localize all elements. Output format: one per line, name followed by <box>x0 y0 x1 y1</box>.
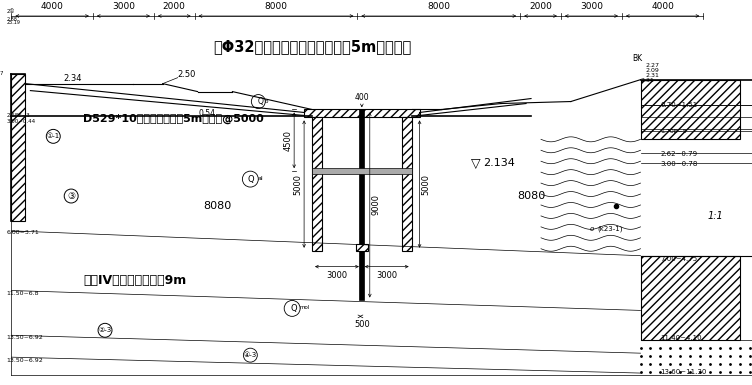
Text: ①-1: ①-1 <box>47 133 60 139</box>
Text: 2.68E~3
3.00~0.44: 2.68E~3 3.00~0.44 <box>7 113 35 124</box>
Text: ▽: ▽ <box>472 157 481 170</box>
Text: b: b <box>264 99 268 104</box>
Text: 11.40~4.10: 11.40~4.10 <box>660 335 702 341</box>
Text: 13.60~11.30: 13.60~11.30 <box>660 369 707 375</box>
Text: 1.70E~5: 1.70E~5 <box>660 129 687 134</box>
Text: 0.54: 0.54 <box>199 109 216 118</box>
Text: 400: 400 <box>354 92 369 102</box>
Text: 2.27: 2.27 <box>645 63 660 68</box>
Text: 2①: 2① <box>7 9 15 14</box>
Text: 1:1: 1:1 <box>708 211 723 221</box>
Text: 2000: 2000 <box>163 2 186 11</box>
Text: 2.88: 2.88 <box>7 17 17 22</box>
Bar <box>641 256 740 340</box>
Text: Q: Q <box>247 175 254 184</box>
Text: 8000: 8000 <box>265 2 287 11</box>
Text: 3000: 3000 <box>326 271 347 280</box>
Text: 13.50~6.92: 13.50~6.92 <box>7 335 43 340</box>
Text: 用Φ32预应力钢筋做为锚系杆每5m间距一根: 用Φ32预应力钢筋做为锚系杆每5m间距一根 <box>213 39 411 54</box>
Text: Q: Q <box>257 97 263 106</box>
Text: 8000: 8000 <box>427 2 450 11</box>
Text: 6.00~3.71: 6.00~3.71 <box>7 230 39 235</box>
Text: 拉森IV钢板桩，单根长9m: 拉森IV钢板桩，单根长9m <box>83 274 186 287</box>
Text: 2.34: 2.34 <box>63 74 82 83</box>
Text: 4000: 4000 <box>41 2 64 11</box>
Text: 7: 7 <box>0 71 4 76</box>
Text: BK: BK <box>632 54 643 63</box>
Text: 7.00~4.75: 7.00~4.75 <box>660 256 698 262</box>
Text: 8080: 8080 <box>517 191 545 201</box>
Text: mol: mol <box>299 305 310 310</box>
Text: 2.31: 2.31 <box>645 73 660 78</box>
Text: 5000: 5000 <box>422 174 431 194</box>
Text: 500: 500 <box>354 320 370 329</box>
Text: Q: Q <box>290 304 297 313</box>
Bar <box>312 168 411 174</box>
Text: 13.50~6.92: 13.50~6.92 <box>7 358 43 363</box>
Text: 2.31: 2.31 <box>641 78 654 83</box>
Text: ②-3: ②-3 <box>99 327 111 333</box>
Text: 2.09: 2.09 <box>645 68 660 73</box>
Bar <box>304 109 420 117</box>
Bar <box>359 109 364 300</box>
Text: 3.00~0.78: 3.00~0.78 <box>660 161 698 167</box>
Text: 25.19: 25.19 <box>7 20 20 25</box>
Text: 9000: 9000 <box>371 194 381 216</box>
Text: 8080: 8080 <box>203 201 232 211</box>
Text: 2.134: 2.134 <box>484 158 515 168</box>
Text: (k23-1): (k23-1) <box>598 226 623 232</box>
Text: 4000: 4000 <box>651 2 674 11</box>
Text: 2.50: 2.50 <box>177 70 196 79</box>
Text: 3000: 3000 <box>376 271 397 280</box>
Text: ③: ③ <box>67 191 75 201</box>
Text: 3000: 3000 <box>580 2 603 11</box>
Text: 3000: 3000 <box>112 2 135 11</box>
Text: 4500: 4500 <box>284 130 292 151</box>
Bar <box>641 80 740 139</box>
Text: 2.62~0.79: 2.62~0.79 <box>660 151 698 157</box>
Text: 2000: 2000 <box>529 2 552 11</box>
Bar <box>402 117 411 251</box>
Bar <box>11 74 26 221</box>
Bar <box>312 117 322 251</box>
Text: 5000: 5000 <box>293 174 302 194</box>
Text: 11.50~6.8: 11.50~6.8 <box>7 291 39 296</box>
Text: o: o <box>590 226 594 232</box>
Text: 0.70~1.51: 0.70~1.51 <box>660 102 698 107</box>
Text: al: al <box>257 176 263 181</box>
Text: D529*10螺旋钢管单根长5m拉结桩@5000: D529*10螺旋钢管单根长5m拉结桩@5000 <box>83 113 264 124</box>
Bar <box>356 244 368 251</box>
Text: ④-3: ④-3 <box>244 352 257 358</box>
